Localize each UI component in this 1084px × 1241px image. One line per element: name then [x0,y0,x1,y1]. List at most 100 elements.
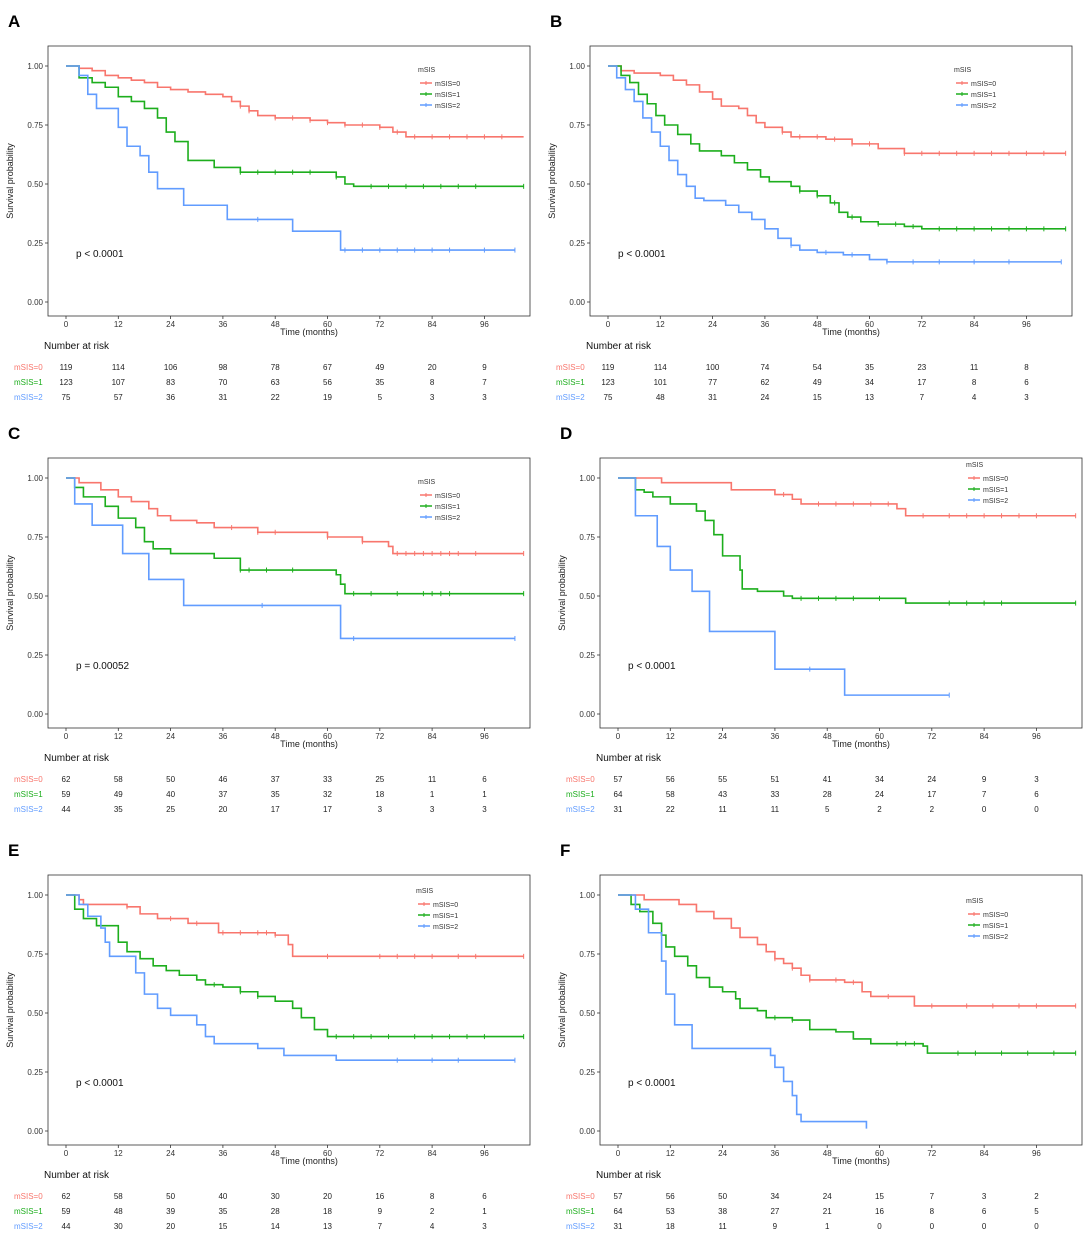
risk-cell: 31 [708,393,717,402]
legend-label: mSIS=1 [983,923,1008,930]
risk-cell: 1 [430,790,435,799]
risk-cell: 50 [166,775,175,784]
km-curve-msis-1 [608,65,1066,230]
risk-cell: 6 [482,1192,487,1201]
risk-cell: 74 [760,363,769,372]
risk-cell: 0 [1034,805,1039,814]
risk-cell: 0 [982,1222,987,1231]
legend-label: mSIS=1 [435,504,460,511]
risk-cell: 2 [930,805,935,814]
p-value: p = 0.00052 [76,661,130,672]
risk-cell: 2 [1034,1192,1039,1201]
y-tick-label: 0.50 [27,180,43,189]
x-tick-label: 60 [875,1149,884,1158]
risk-cell: 18 [666,1222,675,1231]
risk-cell: 9 [982,775,987,784]
risk-cell: 56 [666,1192,675,1201]
x-tick-label: 24 [166,320,175,329]
y-tick-label: 1.00 [27,62,43,71]
risk-cell: 15 [218,1222,227,1231]
risk-row-label: mSIS=0 [566,1192,595,1201]
legend-title: mSIS [966,898,983,905]
risk-cell: 14 [271,1222,280,1231]
risk-cell: 31 [614,1222,623,1231]
x-tick-label: 72 [375,320,384,329]
y-tick-label: 0.00 [27,298,43,307]
risk-cell: 49 [375,363,384,372]
risk-cell: 35 [375,378,384,387]
risk-cell: 11 [718,805,727,814]
risk-cell: 16 [875,1207,884,1216]
x-tick-label: 12 [656,320,665,329]
risk-cell: 70 [218,378,227,387]
p-value: p < 0.0001 [628,661,676,672]
plot-frame [599,874,1083,1146]
legend-label: mSIS=2 [433,924,458,931]
x-axis-label: Time (months) [280,1156,338,1166]
x-tick-label: 84 [980,732,989,741]
risk-cell: 28 [823,790,832,799]
y-axis-label: Survival probability [5,972,15,1048]
x-tick-label: 12 [666,1149,675,1158]
y-tick-label: 0.00 [27,1127,43,1136]
x-tick-label: 36 [770,1149,779,1158]
x-tick-label: 0 [64,732,69,741]
risk-cell: 62 [760,378,769,387]
km-curve-msis-0 [66,894,524,958]
risk-cell: 36 [166,393,175,402]
y-tick-label: 0.75 [569,121,585,130]
legend-label: mSIS=0 [435,81,460,88]
risk-cell: 7 [920,393,925,402]
x-tick-label: 48 [823,1149,832,1158]
x-tick-label: 60 [323,320,332,329]
legend-label: mSIS=0 [983,476,1008,483]
risk-cell: 28 [271,1207,280,1216]
risk-cell: 25 [166,805,175,814]
risk-cell: 63 [271,378,280,387]
x-axis-label: Time (months) [280,327,338,337]
x-tick-label: 36 [218,1149,227,1158]
p-value: p < 0.0001 [628,1078,676,1089]
risk-cell: 67 [323,363,332,372]
risk-cell: 39 [166,1207,175,1216]
km-plot-svg: 0.000.250.500.751.000 12 24 36 48 60 72 84 96Sur… [5,457,531,814]
legend-title: mSIS [418,67,435,74]
risk-cell: 44 [62,1222,71,1231]
x-tick-label: 72 [927,1149,936,1158]
risk-row-label: mSIS=1 [14,790,43,799]
risk-cell: 48 [656,393,665,402]
risk-cell: 64 [614,790,623,799]
risk-cell: 8 [430,378,435,387]
y-tick-label: 0.75 [27,533,43,542]
panel-letter: C [8,424,21,443]
km-curve-msis-2 [618,894,868,1129]
risk-cell: 3 [430,393,435,402]
risk-table-title: Number at risk [44,753,110,764]
risk-cell: 83 [166,378,175,387]
legend-title: mSIS [418,479,435,486]
legend-label: mSIS=2 [983,498,1008,505]
risk-cell: 3 [482,1222,487,1231]
x-axis-label: Time (months) [280,739,338,749]
risk-cell: 8 [430,1192,435,1201]
risk-cell: 15 [875,1192,884,1201]
y-tick-label: 0.50 [27,1009,43,1018]
risk-cell: 119 [602,363,615,372]
plot-frame [599,457,1083,729]
km-curve-msis-1 [618,894,1076,1054]
risk-cell: 56 [666,775,675,784]
risk-cell: 5 [1034,1207,1039,1216]
y-tick-label: 1.00 [27,891,43,900]
x-tick-label: 48 [271,732,280,741]
risk-cell: 7 [930,1192,935,1201]
risk-cell: 25 [375,775,384,784]
risk-cell: 8 [972,378,977,387]
km-curve-msis-1 [66,477,524,595]
risk-cell: 13 [865,393,874,402]
x-tick-label: 12 [114,1149,123,1158]
risk-cell: 13 [323,1222,332,1231]
y-tick-label: 1.00 [579,891,595,900]
km-curve-msis-0 [618,477,1076,517]
risk-cell: 6 [1034,790,1039,799]
y-axis-label: Survival probability [557,972,567,1048]
